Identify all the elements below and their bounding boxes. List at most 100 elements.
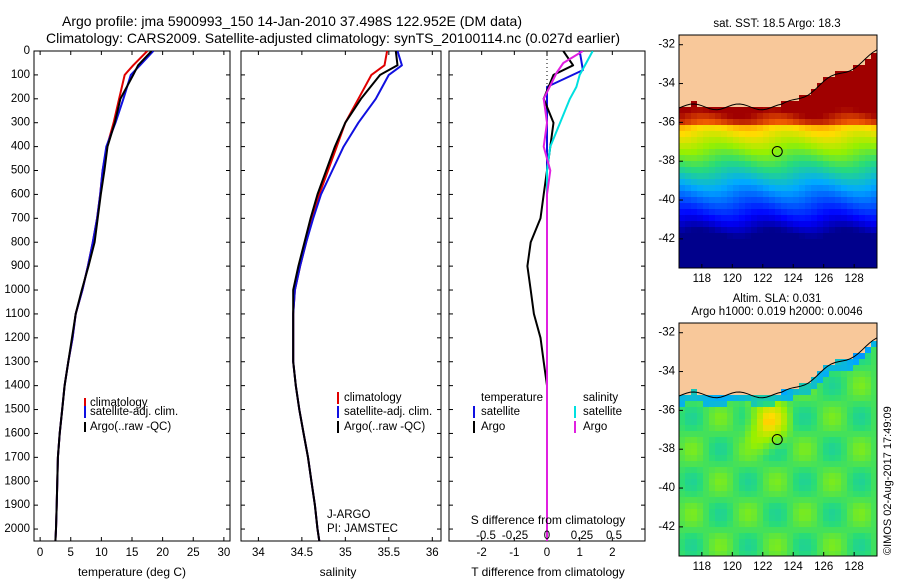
x-tick-label: 5 [68, 547, 74, 559]
map-cell [781, 377, 788, 384]
map-cell [769, 413, 776, 420]
map-cell [685, 47, 692, 54]
map-cell [709, 41, 716, 48]
map-cell [727, 413, 734, 420]
map-cell [757, 545, 764, 552]
map-cell [835, 41, 842, 48]
map-cell [769, 185, 776, 192]
map-cell [739, 191, 746, 198]
map-cell [847, 473, 854, 480]
map-cell [835, 407, 842, 414]
map-cell [763, 323, 770, 330]
map-cell [775, 161, 782, 168]
map-cell [775, 131, 782, 138]
map-cell [859, 53, 866, 60]
map-cell [805, 455, 812, 462]
map-cell [679, 167, 686, 174]
map-cell [811, 203, 818, 210]
map-cell [871, 185, 877, 192]
map-cell [847, 443, 854, 450]
map-cell [769, 389, 776, 396]
map-cell [685, 521, 692, 528]
map-cell [691, 143, 698, 150]
map-cell [775, 353, 782, 360]
map-cell [691, 533, 698, 540]
map-cell [727, 455, 734, 462]
map-cell [853, 371, 860, 378]
map-cell [715, 101, 722, 108]
map-cell [751, 119, 758, 126]
map-cell [817, 179, 824, 186]
map-cell [691, 497, 698, 504]
map-cell [757, 65, 764, 72]
map-cell [685, 431, 692, 438]
map-cell [727, 149, 734, 156]
x-tick-label: 118 [693, 561, 711, 573]
map-cell [787, 137, 794, 144]
map-cell [733, 155, 740, 162]
map-cell [865, 77, 872, 84]
map-cell [757, 161, 764, 168]
map-cell [751, 257, 758, 264]
map-cell [817, 257, 824, 264]
map-cell [871, 377, 877, 384]
map-cell [835, 509, 842, 516]
map-cell [799, 191, 806, 198]
map-cell [757, 521, 764, 528]
map-cell [853, 521, 860, 528]
map-cell [811, 125, 818, 132]
map-cell [715, 383, 722, 390]
figure-title-line2: Climatology: CARS2009. Satellite-adjuste… [46, 30, 621, 46]
map-cell [841, 185, 848, 192]
map-cell [751, 263, 758, 268]
map-cell [871, 209, 877, 216]
map-cell [739, 137, 746, 144]
map-cell [823, 491, 830, 498]
map-cell [865, 377, 872, 384]
map-cell [727, 221, 734, 228]
map-cell [679, 473, 686, 480]
map-cell [799, 329, 806, 336]
top-tick-label: 0.25 [571, 530, 593, 542]
map-cell [703, 509, 710, 516]
map-cell [859, 353, 866, 360]
map-cell [709, 485, 716, 492]
map-cell [859, 239, 866, 246]
map-cell [817, 395, 824, 402]
map-cell [703, 383, 710, 390]
map-cell [763, 359, 770, 366]
map-cell [751, 521, 758, 528]
map-cell [769, 401, 776, 408]
map-cell [739, 353, 746, 360]
difference-y-axis [449, 50, 645, 530]
map-cell [841, 71, 848, 78]
map-cell [757, 83, 764, 90]
map-cell [811, 377, 818, 384]
map-cell [817, 497, 824, 504]
map-cell [691, 77, 698, 84]
map-cell [853, 233, 860, 240]
map-cell [799, 47, 806, 54]
map-cell [697, 515, 704, 522]
map-cell [835, 239, 842, 246]
map-cell [775, 383, 782, 390]
map-cell [679, 65, 686, 72]
map-cell [691, 437, 698, 444]
map-cell [871, 365, 877, 372]
sla-map-panel: Altim. SLA: 0.031 Argo h1000: 0.019 h200… [658, 293, 878, 573]
map-cell [799, 467, 806, 474]
map-cell [751, 503, 758, 510]
map-cell [715, 203, 722, 210]
map-cell [757, 395, 764, 402]
map-cell [727, 407, 734, 414]
map-cell [709, 65, 716, 72]
map-cell [787, 41, 794, 48]
map-cell [739, 323, 746, 330]
map-cell [751, 59, 758, 66]
map-cell [709, 479, 716, 486]
map-cell [745, 449, 752, 456]
map-cell [835, 107, 842, 114]
map-cell [745, 107, 752, 114]
map-cell [739, 407, 746, 414]
map-cell [715, 341, 722, 348]
